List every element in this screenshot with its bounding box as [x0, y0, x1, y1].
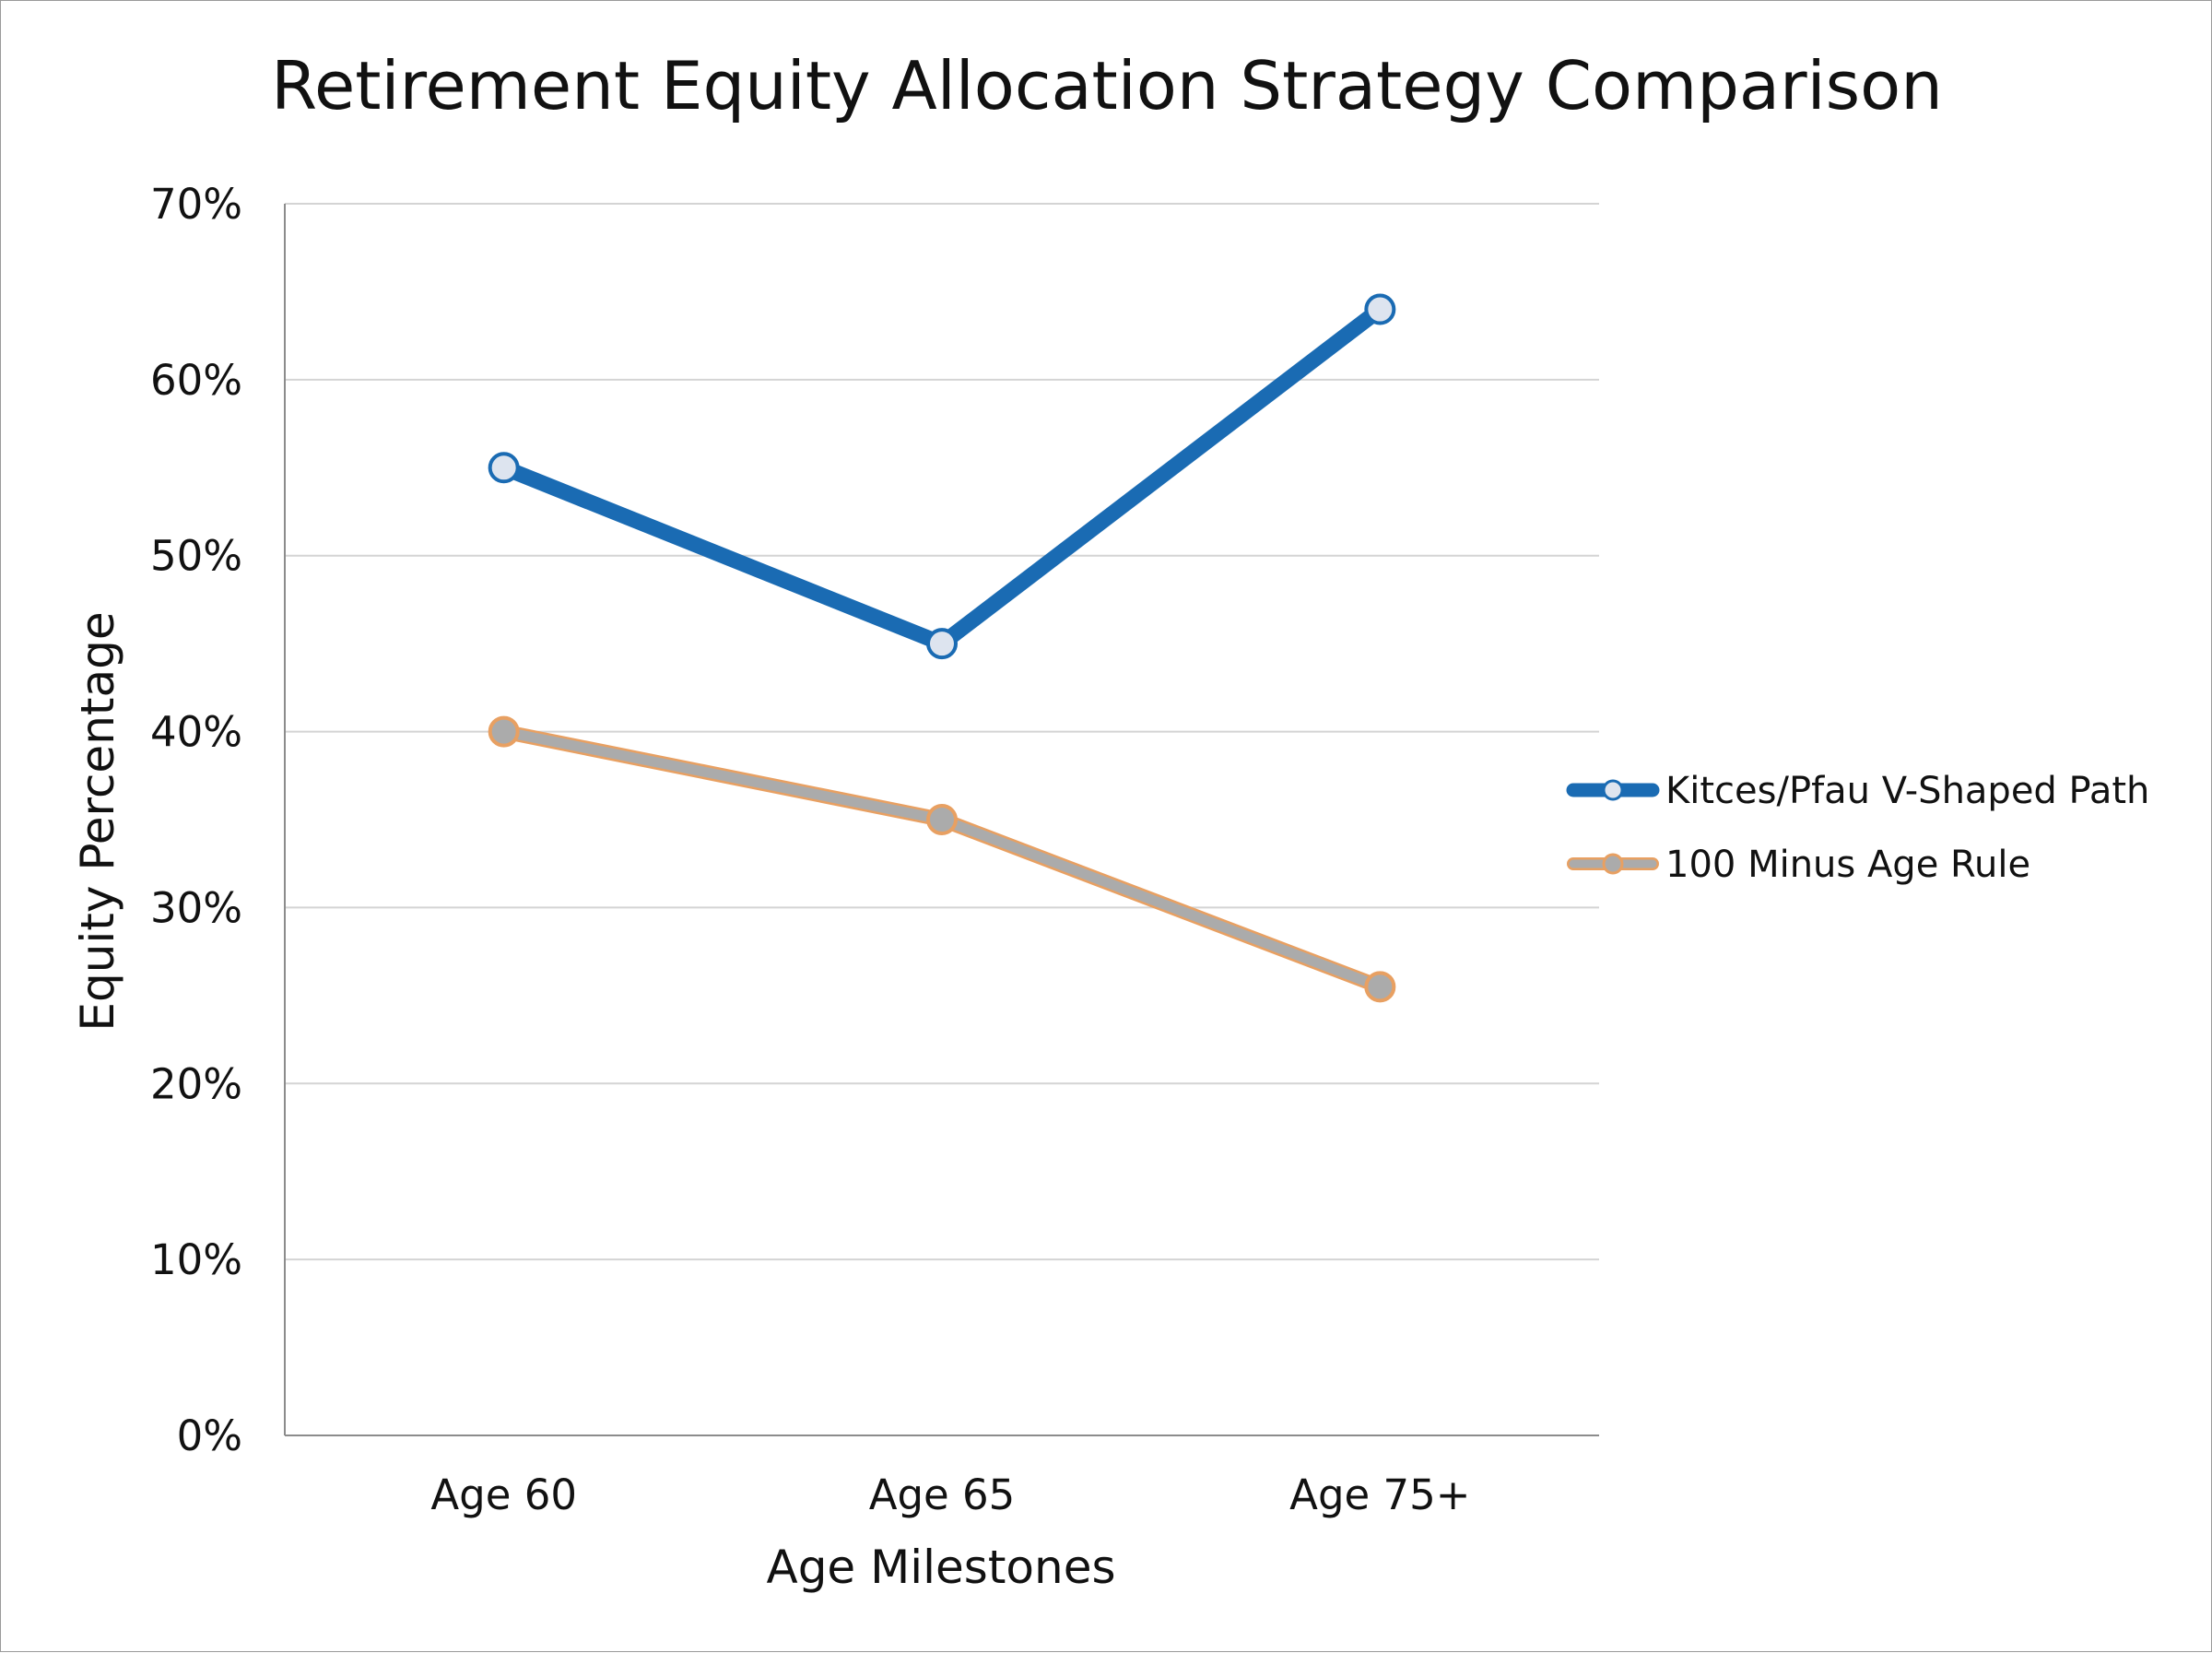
- x-tick-label: Age 75+: [1289, 1470, 1470, 1519]
- y-tick-label: 40%: [150, 708, 242, 757]
- legend-item: 100 Minus Age Rule: [1567, 844, 2030, 886]
- y-tick-label: 60%: [150, 356, 242, 405]
- data-point-100-minus-age: [926, 804, 958, 835]
- y-axis-title: Equity Percentage: [71, 611, 124, 1031]
- legend-swatch-marker: [1602, 779, 1624, 801]
- y-tick-label: 0%: [177, 1411, 242, 1460]
- series-line-kitces-pfau: [496, 301, 1388, 652]
- legend-label: Kitces/Pfau V-Shaped Path: [1665, 770, 2149, 812]
- legend-item: Kitces/Pfau V-Shaped Path: [1566, 770, 2149, 812]
- x-tick-label: Age 65: [869, 1470, 1016, 1519]
- legend: Kitces/Pfau V-Shaped Path 100 Minus Age R…: [1566, 770, 2149, 886]
- series-line-100-minus-age: [499, 726, 1385, 992]
- x-axis-title: Age Milestones: [766, 1541, 1115, 1594]
- x-tick-labels: Age 60 Age 65 Age 75+: [430, 1470, 1470, 1519]
- y-tick-label: 10%: [150, 1235, 242, 1284]
- y-tick-label: 50%: [150, 532, 242, 581]
- data-point-kitces-pfau: [1364, 293, 1396, 325]
- data-point-kitces-pfau: [926, 628, 958, 660]
- series-line-100-minus-age-outline: [496, 724, 1388, 995]
- legend-label: 100 Minus Age Rule: [1665, 844, 2030, 886]
- data-point-kitces-pfau: [488, 452, 520, 484]
- y-tick-label: 70%: [150, 180, 242, 229]
- data-point-100-minus-age: [1364, 971, 1396, 1003]
- data-point-100-minus-age: [488, 715, 520, 748]
- legend-swatch-marker: [1602, 853, 1624, 875]
- axes: [284, 204, 1599, 1436]
- x-tick-label: Age 60: [430, 1470, 577, 1519]
- y-tick-label: 30%: [150, 883, 242, 932]
- series-markers: [488, 293, 1396, 1003]
- gridlines: [285, 203, 1599, 1261]
- chart-title: Retirement Equity Allocation Strategy Co…: [271, 47, 1943, 124]
- y-tick-label: 20%: [150, 1059, 242, 1108]
- y-tick-labels: 0% 10% 20% 30% 40% 50% 60% 70%: [150, 180, 242, 1460]
